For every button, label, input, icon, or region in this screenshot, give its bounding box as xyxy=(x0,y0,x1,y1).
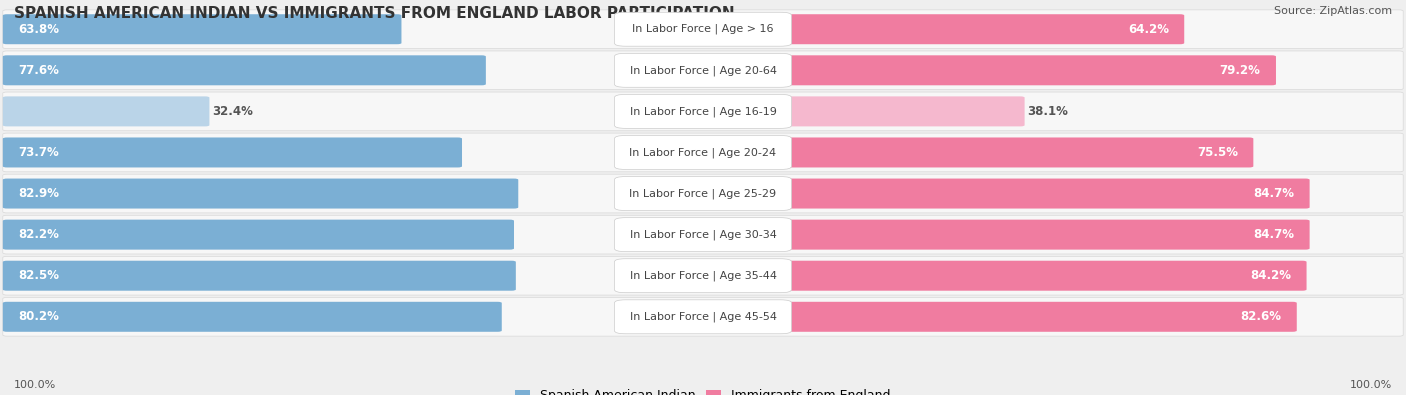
Text: In Labor Force | Age 20-64: In Labor Force | Age 20-64 xyxy=(630,65,776,75)
FancyBboxPatch shape xyxy=(3,215,1403,254)
Text: In Labor Force | Age 20-24: In Labor Force | Age 20-24 xyxy=(630,147,776,158)
FancyBboxPatch shape xyxy=(3,96,209,126)
Text: In Labor Force | Age 25-29: In Labor Force | Age 25-29 xyxy=(630,188,776,199)
FancyBboxPatch shape xyxy=(614,259,792,293)
Text: In Labor Force | Age 45-54: In Labor Force | Age 45-54 xyxy=(630,312,776,322)
FancyBboxPatch shape xyxy=(783,302,1296,332)
Text: 100.0%: 100.0% xyxy=(1350,380,1392,390)
Text: 32.4%: 32.4% xyxy=(212,105,253,118)
FancyBboxPatch shape xyxy=(614,218,792,252)
FancyBboxPatch shape xyxy=(783,220,1309,250)
Text: 63.8%: 63.8% xyxy=(18,23,59,36)
Text: 82.5%: 82.5% xyxy=(18,269,59,282)
FancyBboxPatch shape xyxy=(3,14,402,44)
FancyBboxPatch shape xyxy=(614,177,792,211)
FancyBboxPatch shape xyxy=(3,55,486,85)
Text: 84.2%: 84.2% xyxy=(1250,269,1291,282)
Text: 75.5%: 75.5% xyxy=(1197,146,1237,159)
Text: 79.2%: 79.2% xyxy=(1219,64,1261,77)
FancyBboxPatch shape xyxy=(783,137,1253,167)
FancyBboxPatch shape xyxy=(614,300,792,334)
FancyBboxPatch shape xyxy=(3,297,1403,336)
FancyBboxPatch shape xyxy=(614,94,792,128)
Text: 84.7%: 84.7% xyxy=(1253,187,1294,200)
Text: 82.9%: 82.9% xyxy=(18,187,59,200)
Text: 77.6%: 77.6% xyxy=(18,64,59,77)
FancyBboxPatch shape xyxy=(614,12,792,46)
FancyBboxPatch shape xyxy=(3,302,502,332)
Text: 84.7%: 84.7% xyxy=(1253,228,1294,241)
FancyBboxPatch shape xyxy=(783,179,1309,209)
FancyBboxPatch shape xyxy=(3,220,515,250)
FancyBboxPatch shape xyxy=(3,10,1403,49)
FancyBboxPatch shape xyxy=(3,137,463,167)
FancyBboxPatch shape xyxy=(3,133,1403,172)
Text: SPANISH AMERICAN INDIAN VS IMMIGRANTS FROM ENGLAND LABOR PARTICIPATION: SPANISH AMERICAN INDIAN VS IMMIGRANTS FR… xyxy=(14,6,735,21)
FancyBboxPatch shape xyxy=(783,261,1306,291)
Legend: Spanish American Indian, Immigrants from England: Spanish American Indian, Immigrants from… xyxy=(510,384,896,395)
Text: 100.0%: 100.0% xyxy=(14,380,56,390)
FancyBboxPatch shape xyxy=(614,135,792,169)
Text: In Labor Force | Age 30-34: In Labor Force | Age 30-34 xyxy=(630,229,776,240)
Text: 82.2%: 82.2% xyxy=(18,228,59,241)
FancyBboxPatch shape xyxy=(3,179,519,209)
FancyBboxPatch shape xyxy=(783,55,1277,85)
Text: 73.7%: 73.7% xyxy=(18,146,59,159)
FancyBboxPatch shape xyxy=(3,51,1403,90)
FancyBboxPatch shape xyxy=(3,174,1403,213)
FancyBboxPatch shape xyxy=(614,53,792,87)
FancyBboxPatch shape xyxy=(3,256,1403,295)
FancyBboxPatch shape xyxy=(783,96,1025,126)
Text: 80.2%: 80.2% xyxy=(18,310,59,323)
FancyBboxPatch shape xyxy=(3,92,1403,131)
Text: 82.6%: 82.6% xyxy=(1240,310,1281,323)
FancyBboxPatch shape xyxy=(783,14,1184,44)
FancyBboxPatch shape xyxy=(3,261,516,291)
Text: 38.1%: 38.1% xyxy=(1028,105,1069,118)
Text: In Labor Force | Age > 16: In Labor Force | Age > 16 xyxy=(633,24,773,34)
Text: In Labor Force | Age 16-19: In Labor Force | Age 16-19 xyxy=(630,106,776,117)
Text: Source: ZipAtlas.com: Source: ZipAtlas.com xyxy=(1274,6,1392,16)
Text: In Labor Force | Age 35-44: In Labor Force | Age 35-44 xyxy=(630,271,776,281)
Text: 64.2%: 64.2% xyxy=(1128,23,1168,36)
